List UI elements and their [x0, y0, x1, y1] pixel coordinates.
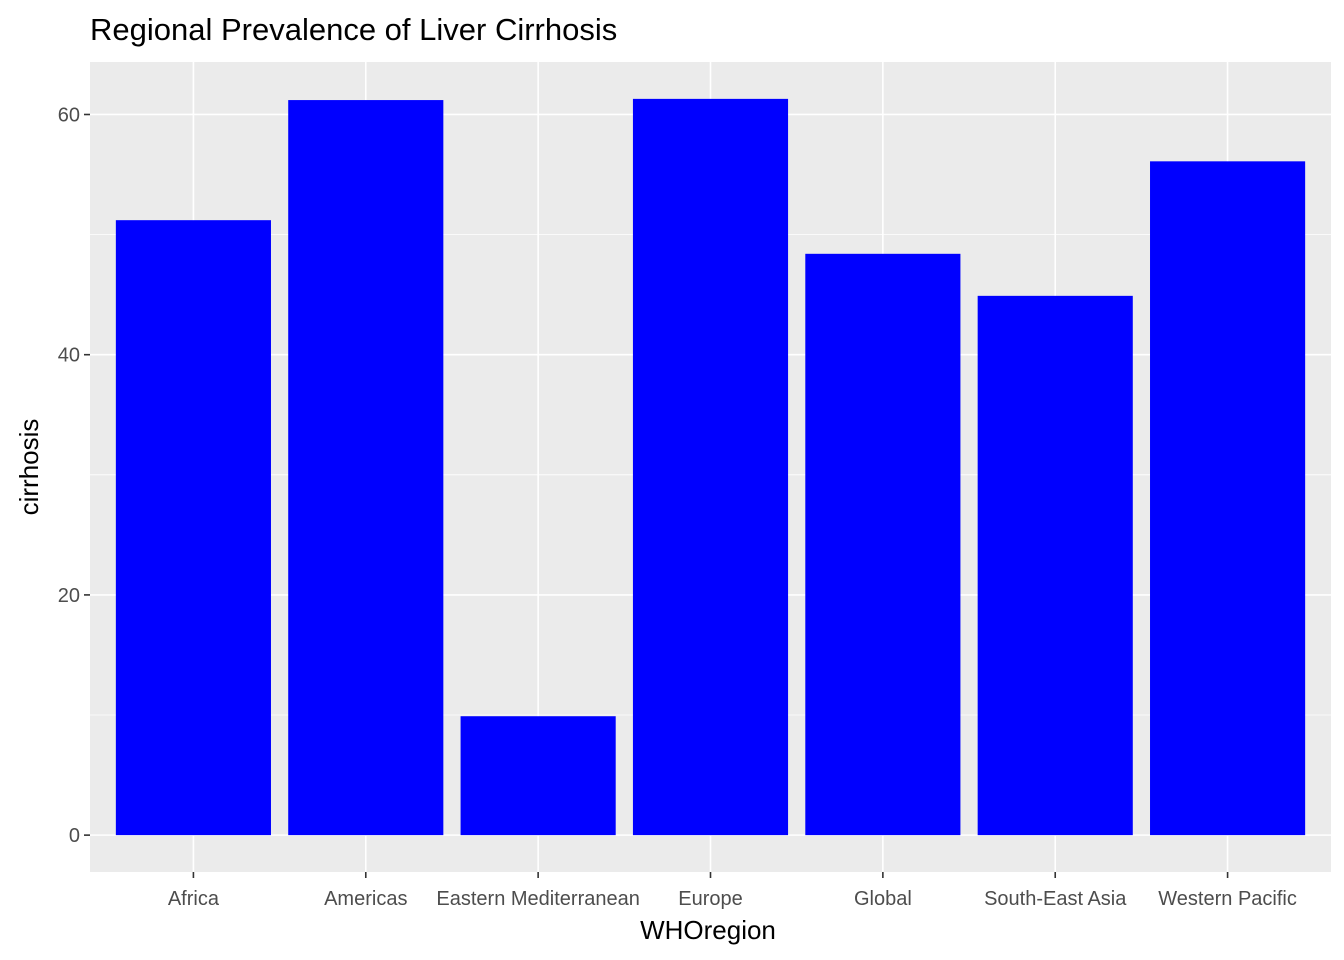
chart-title: Regional Prevalence of Liver Cirrhosis: [90, 12, 617, 47]
x-tick-label: South-East Asia: [984, 888, 1127, 910]
bar: [1150, 161, 1306, 836]
y-tick-label: 40: [58, 345, 80, 367]
bar: [977, 295, 1133, 836]
y-tick-label: 20: [58, 585, 80, 607]
bars-group: [115, 98, 1306, 836]
bar: [805, 253, 961, 836]
x-tick-label: Global: [854, 888, 912, 910]
bar: [460, 716, 616, 836]
y-tick-label: 0: [69, 825, 80, 847]
y-axis-title: cirrhosis: [14, 419, 44, 516]
x-tick-label: Americas: [324, 888, 407, 910]
x-axis: Africa Americas Eastern Mediterranean Europ…: [168, 872, 1297, 910]
x-axis-title: WHOregion: [640, 915, 776, 945]
bar: [288, 100, 444, 836]
y-tick-label: 60: [58, 104, 80, 126]
x-tick-label: Africa: [168, 888, 220, 910]
x-tick-label: Western Pacific: [1158, 888, 1297, 910]
x-tick-label: Eastern Mediterranean: [436, 888, 639, 910]
bar: [632, 98, 789, 836]
bar: [115, 220, 271, 836]
x-tick-label: Europe: [678, 888, 743, 910]
y-axis: 0 20 40 60: [58, 104, 90, 847]
